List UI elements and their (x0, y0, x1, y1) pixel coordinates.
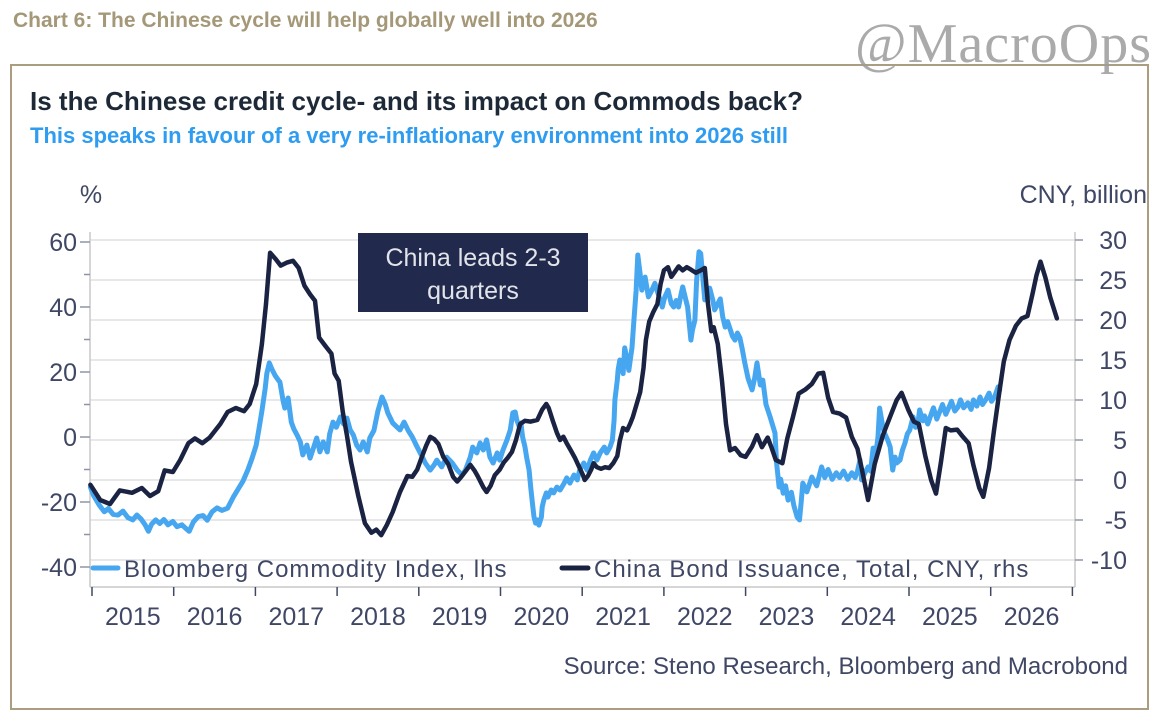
y-axis-left-tick-label: -20 (41, 489, 77, 517)
legend: Bloomberg Commodity Index, lhs China Bon… (90, 556, 1029, 583)
x-axis-year-label: 2019 (432, 603, 488, 631)
x-axis-year-label: 2018 (350, 603, 406, 631)
y-axis-right-tick-label: 20 (1099, 307, 1127, 335)
y-axis-left-tick-label: 60 (49, 229, 77, 257)
annotation-line-1: China leads 2-3 (385, 244, 560, 272)
y-axis-left-tick-label: -40 (41, 554, 77, 582)
page-title: Chart 6: The Chinese cycle will help glo… (13, 9, 598, 32)
annotation-box (358, 233, 588, 312)
x-axis-year-label: 2022 (677, 603, 733, 631)
x-axis-year-label: 2025 (922, 603, 978, 631)
x-axis-year-label: 2024 (840, 603, 896, 631)
left-axis-unit-label: % (80, 181, 102, 209)
y-axis-right-tick-label: -5 (1105, 507, 1127, 535)
y-axis-right-tick-label: 15 (1099, 347, 1127, 375)
y-axis-right-tick-label: 25 (1099, 267, 1127, 295)
legend-label-china-bond: China Bond Issuance, Total, CNY, rhs (594, 556, 1029, 583)
watermark: @MacroOps (855, 13, 1152, 75)
chart-border (10, 64, 1149, 710)
legend-label-commodity: Bloomberg Commodity Index, lhs (124, 556, 507, 583)
x-axis-year-label: 2020 (514, 603, 570, 631)
x-axis-year-label: 2026 (1004, 603, 1060, 631)
x-axis-year-label: 2016 (187, 603, 243, 631)
series-bcom (87, 249, 1003, 534)
y-axis-right-tick-label: 5 (1113, 427, 1127, 455)
x-axis-year-label: 2023 (759, 603, 815, 631)
chart-subtitle: This speaks in favour of a very re-infla… (30, 123, 788, 148)
y-axis-right-tick-label: 30 (1099, 227, 1127, 255)
y-axis-right-tick-label: -10 (1091, 547, 1127, 575)
y-axis-left-tick-label: 0 (63, 424, 77, 452)
x-axis-year-label: 2017 (268, 603, 324, 631)
y-axis-left-tick-label: 20 (49, 359, 77, 387)
source-note: Source: Steno Research, Bloomberg and Ma… (564, 653, 1128, 680)
annotation-line-2: quarters (427, 277, 519, 305)
x-axis-year-label: 2021 (595, 603, 651, 631)
chart-title: Is the Chinese credit cycle- and its imp… (30, 86, 803, 116)
right-axis-unit-label: CNY, billion (1020, 181, 1147, 209)
x-axis-year-label: 2015 (105, 603, 161, 631)
series-china-bond (88, 250, 1060, 538)
y-axis-right-tick-label: 10 (1099, 387, 1127, 415)
y-axis-right-tick-label: 0 (1113, 467, 1127, 495)
y-axis-left-tick-label: 40 (49, 294, 77, 322)
